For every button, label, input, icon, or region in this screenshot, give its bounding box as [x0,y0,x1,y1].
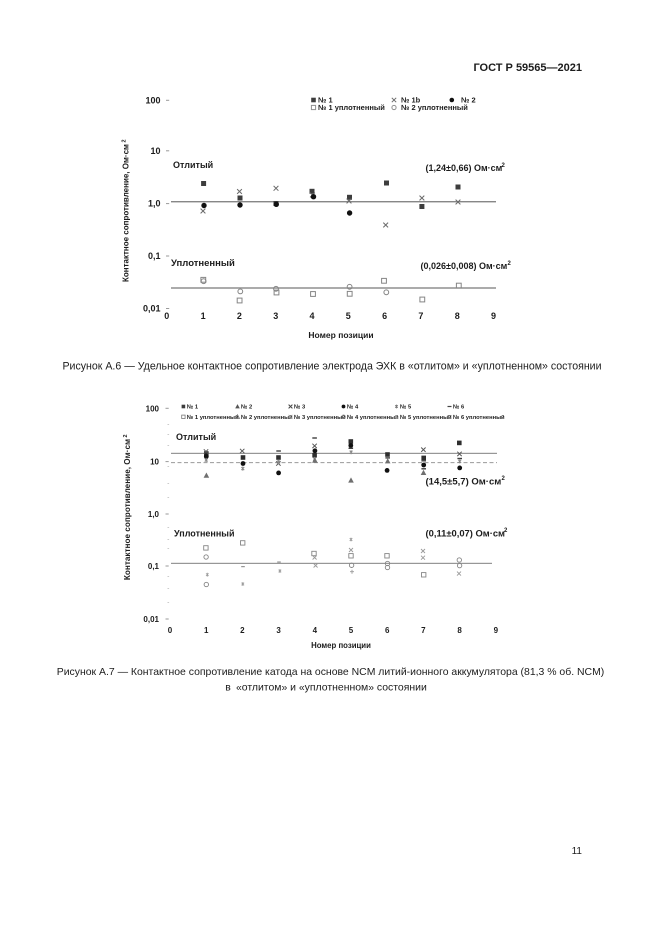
svg-text:№ 3: № 3 [294,405,306,411]
svg-text:0: 0 [168,626,173,635]
svg-text:11: 11 [572,846,583,857]
svg-text:№ 1 уплотненный: № 1 уплотненный [187,414,239,421]
svg-text:Отлитый: Отлитый [176,432,216,442]
svg-text:1,0: 1,0 [148,199,161,209]
svg-text:Контактное сопротивление, Ом·с: Контактное сопротивление, Ом·см [122,144,131,282]
svg-text:Номер позиции: Номер позиции [311,641,371,650]
svg-text:2: 2 [123,434,129,437]
svg-text:№ 3 уплотненный: № 3 уплотненный [294,414,346,421]
svg-text:№ 5: № 5 [400,405,412,411]
svg-text:(0,11±0,07) Ом·см: (0,11±0,07) Ом·см [426,528,506,539]
svg-text:6: 6 [382,311,387,321]
svg-text:1,0: 1,0 [148,510,160,519]
svg-text:№ 1 уплотненный: № 1 уплотненный [318,103,385,112]
svg-text:Рисунок А.6 — Удельное контакт: Рисунок А.6 — Удельное контактное сопрот… [62,361,601,373]
svg-text:(14,5±5,7) Ом·см: (14,5±5,7) Ом·см [426,477,502,488]
svg-text:2: 2 [508,261,512,267]
svg-text:3: 3 [273,311,278,321]
svg-text:№ 2: № 2 [241,405,252,411]
svg-text:10: 10 [150,146,160,156]
svg-text:Номер позиции: Номер позиции [308,330,373,340]
svg-text:1: 1 [201,311,206,321]
svg-text:№ 1b: № 1b [401,96,421,105]
svg-text:8: 8 [457,626,462,635]
svg-text:№ 4 уплотненный: № 4 уплотненный [347,414,399,421]
svg-text:№ 1: № 1 [318,96,333,105]
svg-text:в «отлитом» и «уплотненном» со: в «отлитом» и «уплотненном» состоянии [225,683,427,694]
svg-text:0,01: 0,01 [143,615,159,624]
svg-text:2: 2 [240,626,245,635]
svg-text:7: 7 [421,626,426,635]
svg-text:5: 5 [349,626,354,635]
svg-text:6: 6 [385,626,390,635]
svg-text:0,1: 0,1 [148,251,161,261]
svg-text:1: 1 [204,626,209,635]
svg-text:Рисунок А.7 — Контактное сопро: Рисунок А.7 — Контактное сопротивление к… [57,666,605,678]
svg-text:10: 10 [150,458,159,467]
svg-text:3: 3 [276,626,281,635]
svg-text:2: 2 [502,476,506,482]
svg-text:2: 2 [237,311,242,321]
svg-text:Уплотненный: Уплотненный [174,529,235,539]
svg-text:№ 4: № 4 [347,405,359,411]
svg-text:Уплотненный: Уплотненный [171,258,235,269]
svg-text:4: 4 [309,311,314,321]
svg-text:0: 0 [164,311,169,321]
svg-text:№ 6: № 6 [453,405,465,411]
svg-text:100: 100 [145,95,160,105]
svg-text:100: 100 [146,404,160,413]
svg-text:0,1: 0,1 [148,562,160,571]
svg-text:8: 8 [455,311,460,321]
svg-text:4: 4 [313,626,318,635]
svg-text:Контактное сопротивление, Ом·с: Контактное сопротивление, Ом·см [123,439,132,580]
svg-text:№ 2 уплотненный: № 2 уплотненный [241,414,293,421]
svg-text:0,01: 0,01 [143,304,161,314]
svg-text:№ 2 уплотненный: № 2 уплотненный [401,103,468,112]
svg-text:№ 1: № 1 [187,405,199,411]
svg-text:(0,026±0,008) Ом·см: (0,026±0,008) Ом·см [421,261,508,271]
svg-text:5: 5 [346,311,351,321]
svg-text:2: 2 [122,139,128,142]
svg-text:7: 7 [418,311,423,321]
svg-text:9: 9 [491,311,496,321]
svg-text:№ 6 уплотненный: № 6 уплотненный [453,414,505,421]
svg-text:2: 2 [502,163,506,169]
svg-text:Отлитый: Отлитый [173,160,213,170]
svg-text:ГОСТ Р 59565—2021: ГОСТ Р 59565—2021 [473,62,582,74]
svg-text:(1,24±0,66) Ом·см: (1,24±0,66) Ом·см [426,163,503,173]
svg-text:№ 2: № 2 [461,96,476,105]
svg-text:2: 2 [504,528,508,534]
svg-text:№ 5 уплотненный: № 5 уплотненный [400,414,452,421]
svg-text:9: 9 [494,626,499,635]
